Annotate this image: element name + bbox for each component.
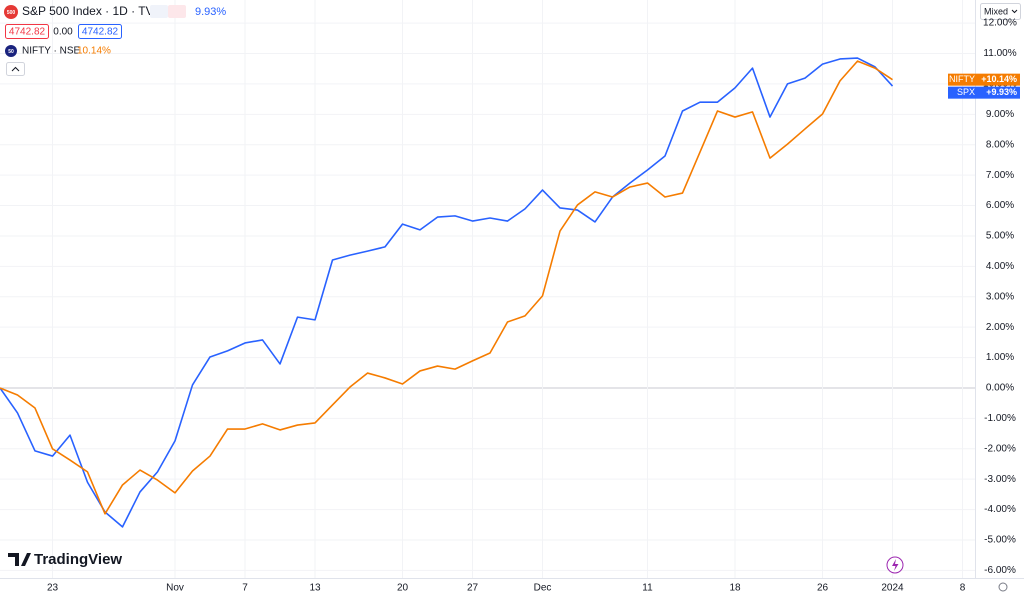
x-tick-label: 7 [242, 583, 248, 594]
y-tick-label: 4.00% [986, 261, 1014, 272]
x-tick-label: 18 [729, 583, 741, 594]
x-tick-label: 8 [960, 583, 966, 594]
x-tick-label: Dec [534, 583, 552, 594]
y-tick-label: -6.00% [984, 565, 1016, 576]
legend-entry: NIFTY [949, 74, 975, 84]
x-tick-label: 20 [397, 583, 409, 594]
x-tick-label: Nov [166, 583, 184, 594]
scale-chevron [1011, 9, 1018, 14]
buy-price[interactable]: 4742.82 [82, 27, 119, 38]
x-tick-label: 2024 [881, 583, 904, 594]
settings-gear[interactable] [998, 582, 1008, 592]
x-tick-label: 23 [47, 583, 59, 594]
grid [0, 0, 975, 578]
price-tag [948, 73, 1020, 86]
y-tick-label: 0.00% [986, 383, 1014, 394]
y-tick-label: 11.00% [983, 48, 1016, 59]
legend-entry: SPX [957, 87, 975, 97]
compare-symbol[interactable]: NIFTY · NSE [22, 46, 80, 57]
y-tick-label: -5.00% [984, 535, 1016, 546]
scale-mode-button[interactable] [980, 3, 1021, 20]
x-tick-label: 26 [817, 583, 829, 594]
plot [0, 57, 894, 528]
symbol-icon [4, 5, 18, 19]
collapse-button[interactable] [6, 62, 25, 76]
y-tick-label: 3.00% [986, 291, 1014, 302]
events-bolt [892, 559, 899, 571]
compare-icon-text: 50 [8, 49, 14, 55]
y-tick-label: 2.00% [986, 322, 1014, 333]
spread: 0.00 [53, 27, 73, 38]
series-line [0, 60, 893, 515]
brand-name: TradingView [34, 551, 122, 568]
alert-button[interactable] [168, 5, 186, 18]
collapse-chevron [11, 66, 20, 72]
y-tick-label: 9.00% [986, 109, 1014, 120]
y-tick-label: 5.00% [986, 231, 1014, 242]
settings-button[interactable] [150, 5, 168, 18]
y-tick-label: -3.00% [984, 474, 1016, 485]
symbol-icon-text: 500 [7, 10, 16, 16]
y-tick-label: -1.00% [984, 413, 1016, 424]
y-tick-label: 7.00% [986, 170, 1014, 181]
last-value-label: +10.14% [981, 74, 1017, 84]
compare-change: 10.14% [77, 46, 111, 57]
sell-box[interactable] [5, 24, 49, 39]
y-tick-label: 12.00% [983, 18, 1017, 29]
buy-box[interactable] [78, 24, 122, 39]
last-value-label: +9.93% [986, 87, 1017, 97]
x-tick-label: 13 [309, 583, 321, 594]
y-tick-label: 1.00% [986, 352, 1014, 363]
x-tick-label: 11 [642, 583, 653, 594]
y-tick-label: 6.00% [986, 200, 1014, 211]
y-tick-label: 8.00% [986, 139, 1014, 150]
scale-mode[interactable]: Mixed [984, 6, 1008, 16]
compare-icon [5, 45, 17, 57]
symbol-change: 9.93% [195, 6, 226, 18]
x-tick-label: 27 [467, 583, 479, 594]
y-tick-label: -2.00% [984, 443, 1016, 454]
y-tick-label: -4.00% [984, 504, 1016, 515]
price-tag [948, 86, 1020, 99]
symbol-title[interactable]: S&P 500 Index · 1D · TVC [22, 4, 163, 18]
sell-price[interactable]: 4742.82 [9, 27, 46, 38]
series-line [0, 57, 894, 528]
brand-logo [8, 553, 31, 566]
